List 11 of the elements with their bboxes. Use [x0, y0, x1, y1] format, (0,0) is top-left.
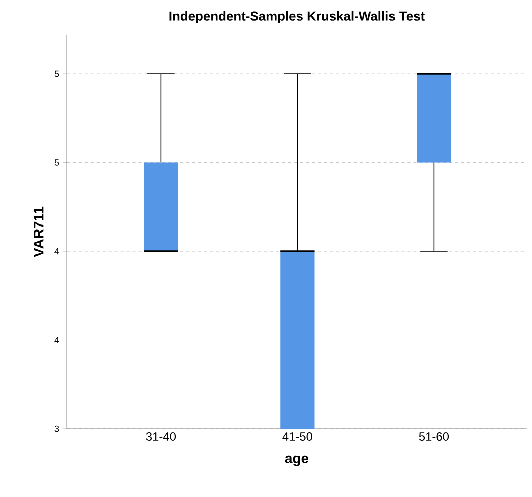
y-tick-label: 5 — [54, 160, 60, 166]
x-tick-label: 41-50 — [282, 432, 313, 441]
y-tick-label: 4 — [54, 337, 60, 344]
y-tick-label: 4 — [54, 248, 60, 255]
y-tick-label: 5 — [54, 70, 60, 78]
y-axis-title: VAR711 — [34, 206, 44, 258]
chart-title: Independent-Samples Kruskal-Wallis Test — [170, 11, 425, 24]
x-tick-label: 51-60 — [419, 432, 450, 441]
y-tick-label: 3 — [54, 426, 60, 432]
x-tick-label: 31-40 — [146, 432, 176, 441]
x-axis-title: age — [285, 456, 309, 466]
